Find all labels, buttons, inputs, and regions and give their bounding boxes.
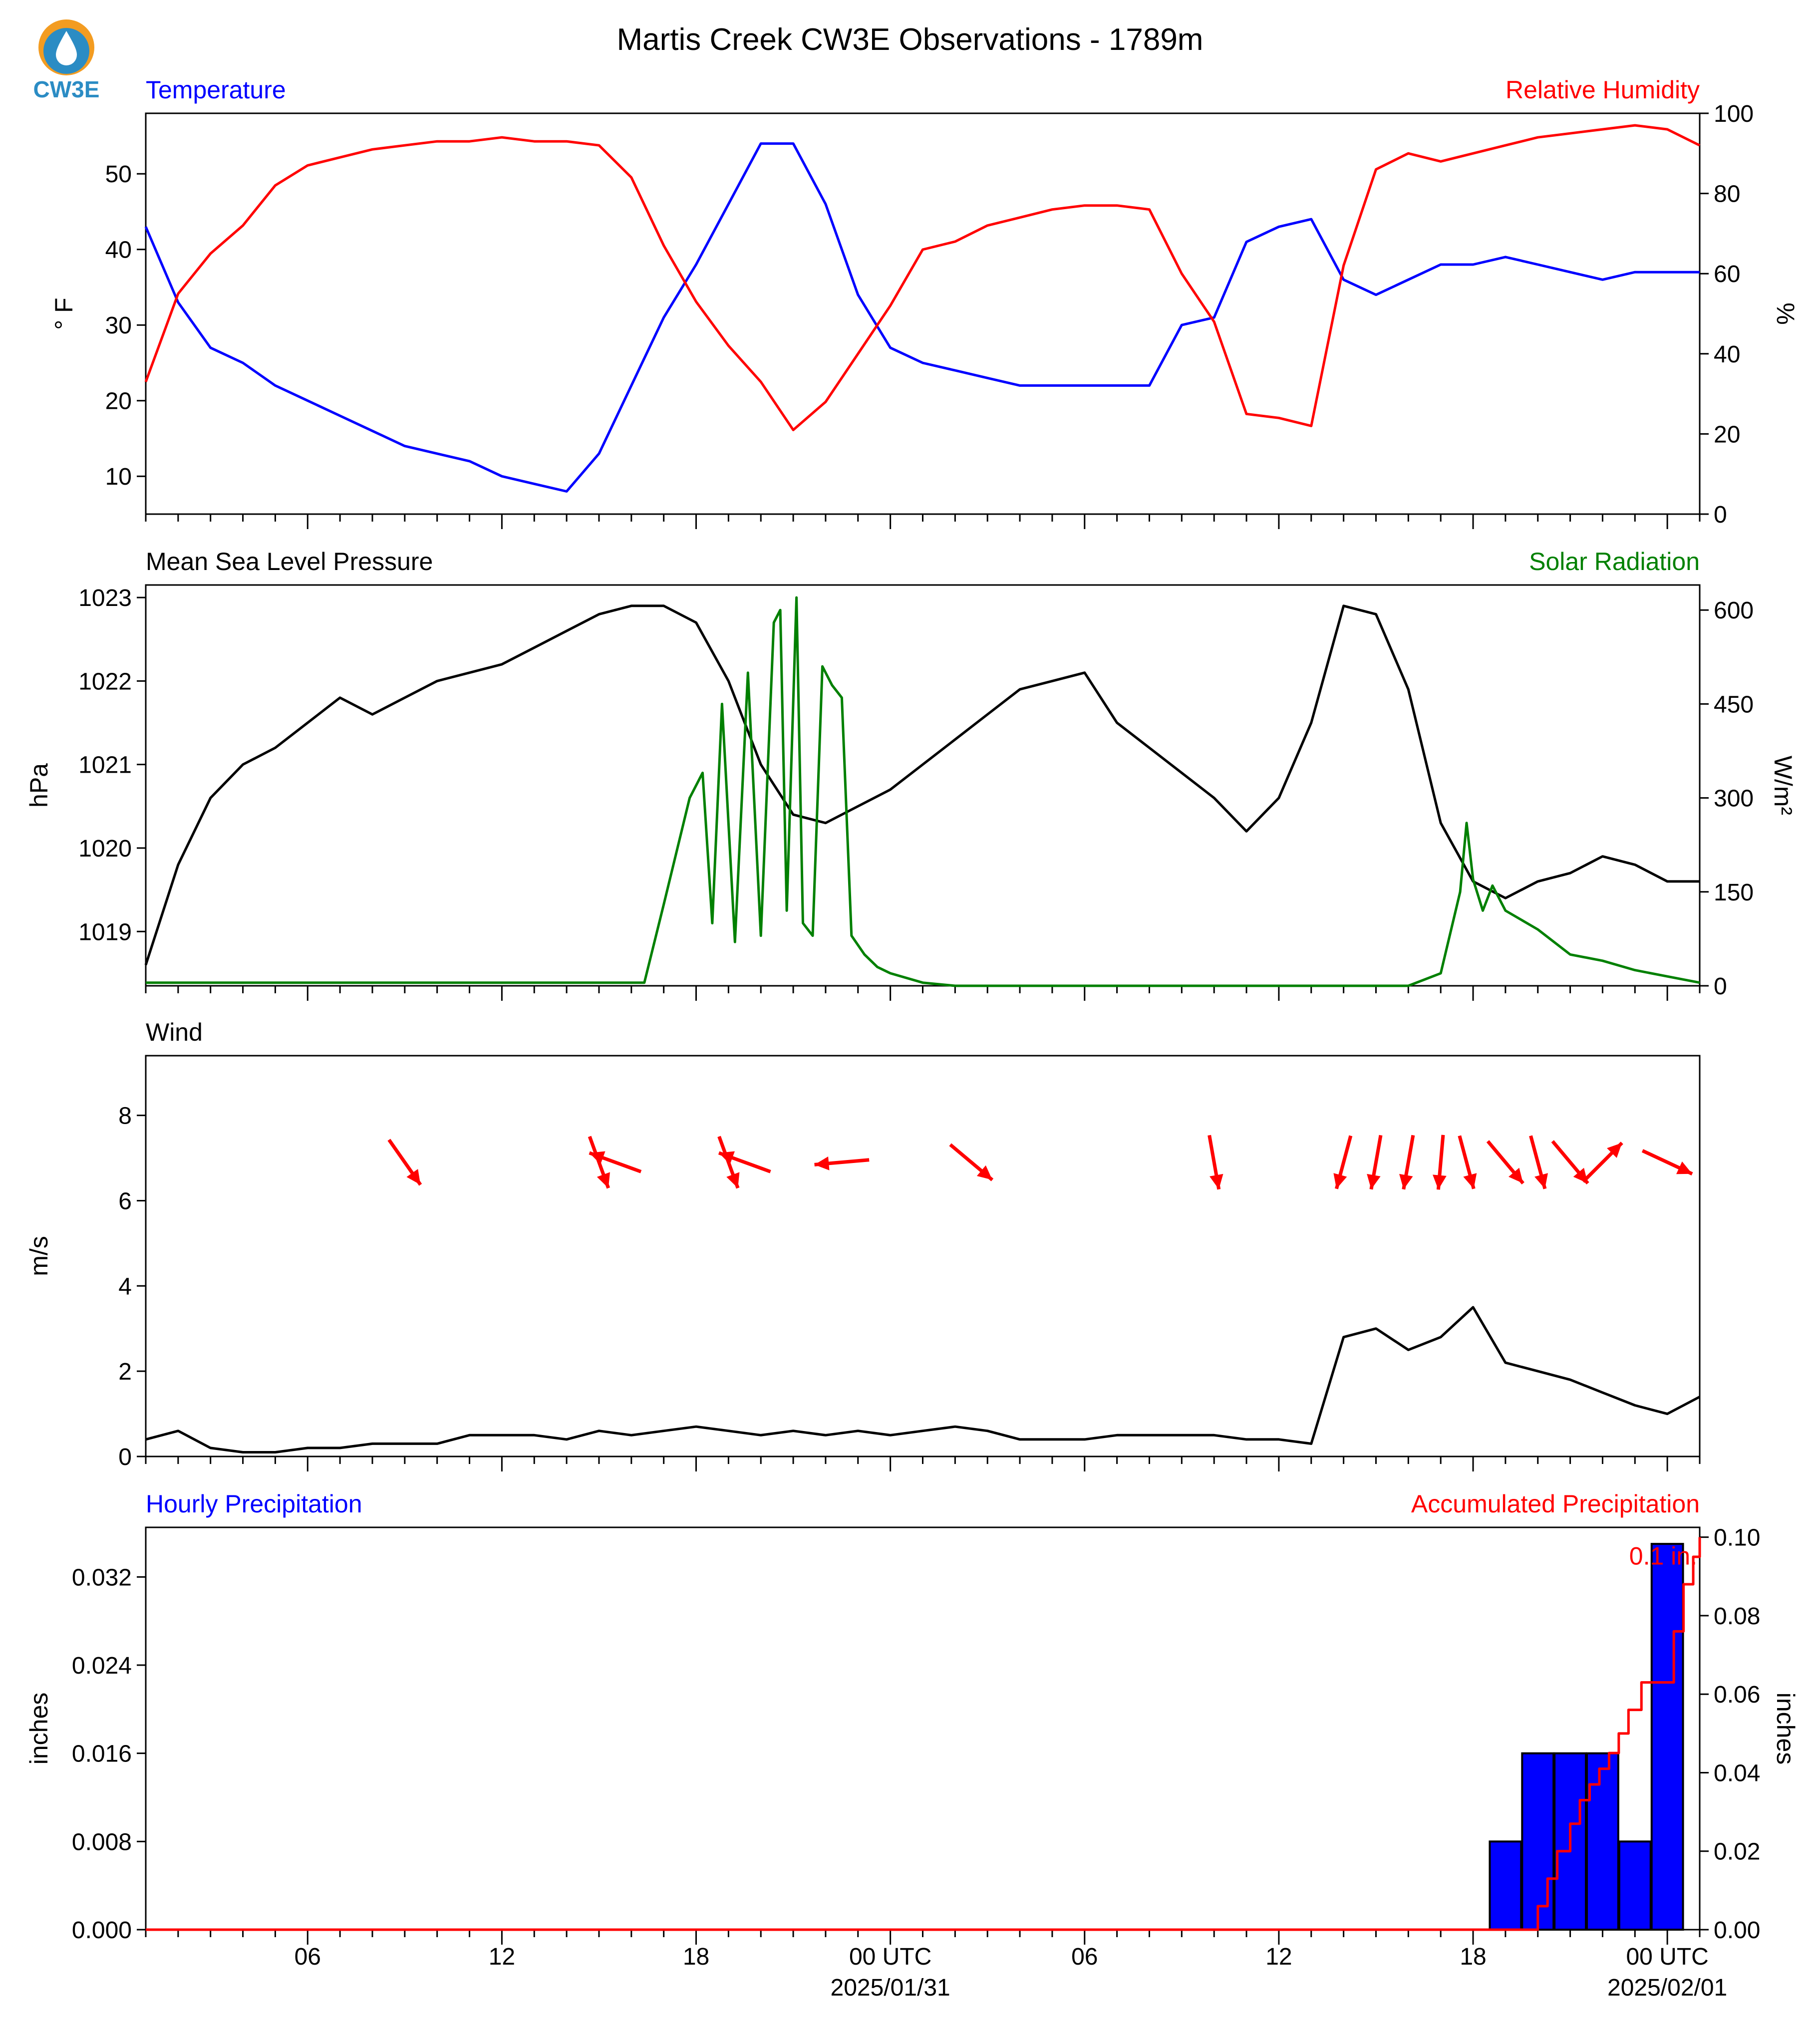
panel4-y2-tick-label: 0.10: [1714, 1525, 1760, 1551]
panel3-frame: [145, 1055, 1701, 1457]
panel2-ylabel-right: W/m²: [1769, 756, 1797, 815]
wind-arrow-head: [1399, 1173, 1413, 1189]
panel2-y2-tick-label: 300: [1714, 786, 1754, 812]
panel4-title-left: Hourly Precipitation: [146, 1490, 362, 1518]
panel1-title-right: Relative Humidity: [1506, 76, 1700, 104]
wind-arrow-head: [726, 1172, 740, 1188]
wind-arrow-head: [719, 1151, 735, 1164]
accumulated-annotation: 0.1 in.: [1629, 1542, 1697, 1570]
panel3-y-tick-label: 8: [118, 1103, 132, 1130]
precip-bar: [1586, 1752, 1619, 1931]
panel4-ylabel-left: inches: [25, 1693, 53, 1765]
panel2-y-tick-label: 1021: [78, 752, 132, 779]
panel1-frame: [145, 112, 1701, 515]
x-date-label: 2025/01/31: [831, 1975, 950, 2001]
panel2-title-right: Solar Radiation: [1529, 548, 1700, 576]
panel3-title-left: Wind: [146, 1018, 203, 1046]
wind-arrow-head: [814, 1156, 830, 1170]
panel3-y-tick-label: 2: [118, 1359, 132, 1385]
panel1-y2-tick-label: 40: [1714, 341, 1740, 368]
panel4-y2-tick-label: 0.06: [1714, 1682, 1760, 1708]
wind-arrow-head: [1676, 1161, 1692, 1174]
panel2-ylabel-left: hPa: [25, 763, 53, 808]
panel4-frame: [145, 1526, 1701, 1931]
panel4-ylabel-right: inches: [1772, 1693, 1800, 1765]
precip-bar: [1650, 1543, 1684, 1931]
wind-arrow-head: [1509, 1167, 1523, 1183]
panel3-y-tick-label: 4: [118, 1273, 132, 1300]
precip-bar: [1489, 1840, 1522, 1931]
panel1-y2-tick-label: 0: [1714, 502, 1727, 528]
x-tick-label: 00 UTC: [1626, 1944, 1708, 1970]
panel1-y-tick-label: 30: [105, 312, 132, 339]
panel2-y-tick-label: 1020: [78, 836, 132, 862]
panel1-y2-tick-label: 20: [1714, 421, 1740, 448]
precip-bar: [1618, 1840, 1652, 1931]
panel4-y-tick-label: 0.000: [72, 1917, 132, 1944]
wind-arrow-head: [1333, 1173, 1347, 1189]
panel4-y-tick-label: 0.008: [72, 1829, 132, 1855]
x-tick-label: 18: [1460, 1944, 1486, 1970]
panel1-y-tick-label: 20: [105, 388, 132, 415]
panel2-frame: [145, 584, 1701, 987]
panel4-y2-tick-label: 0.08: [1714, 1603, 1760, 1630]
cw3e-logo: CW3E: [33, 19, 100, 102]
x-tick-label: 06: [295, 1944, 321, 1970]
series-line-relative-humidity: [144, 124, 1701, 431]
panel4-y-tick-label: 0.032: [72, 1564, 132, 1591]
panel2-y2-tick-label: 0: [1714, 973, 1727, 1000]
panel4-y-tick-label: 0.024: [72, 1653, 132, 1679]
panel1-ylabel-left: ° F: [50, 297, 78, 329]
x-tick-label: 18: [683, 1944, 709, 1970]
panel1-ylabel-right: %: [1772, 302, 1800, 324]
panel2-y2-tick-label: 450: [1714, 691, 1754, 718]
x-date-label: 2025/02/01: [1607, 1975, 1727, 2001]
panel4-title-right: Accumulated Precipitation: [1411, 1490, 1700, 1518]
wind-arrow-head: [1607, 1143, 1622, 1158]
precip-bar: [1521, 1752, 1555, 1931]
panel1-y-tick-label: 40: [105, 237, 132, 264]
panel3-ylabel-left: m/s: [25, 1236, 53, 1276]
x-tick-label: 06: [1071, 1944, 1098, 1970]
panel4-y2-tick-label: 0.00: [1714, 1917, 1760, 1944]
series-line-accumulated-precipitation: [146, 1537, 1701, 1931]
wind-arrow-head: [1433, 1174, 1447, 1190]
panel3-y-tick-label: 6: [118, 1188, 132, 1214]
wind-arrow-head: [1367, 1173, 1381, 1189]
wind-arrow-head: [406, 1169, 421, 1185]
panel4-y2-tick-label: 0.04: [1714, 1760, 1760, 1786]
panel2-title-left: Mean Sea Level Pressure: [146, 548, 433, 576]
panel1-y2-tick-label: 100: [1714, 101, 1754, 127]
panel3-y-tick-label: 0: [118, 1444, 132, 1470]
series-line-wind-speed: [145, 1306, 1701, 1453]
wind-arrow-head: [1463, 1173, 1477, 1189]
wind-arrow-head: [1534, 1173, 1548, 1189]
chart-title: Martis Creek CW3E Observations - 1789m: [617, 22, 1204, 57]
wind-arrow-head: [597, 1172, 610, 1188]
panel2-y2-tick-label: 600: [1714, 597, 1754, 624]
x-tick-label: 12: [1265, 1944, 1292, 1970]
panel1-y2-tick-label: 60: [1714, 261, 1740, 288]
panel1-y-tick-label: 50: [105, 161, 132, 188]
panel2-y2-tick-label: 150: [1714, 879, 1754, 906]
wind-arrow-head: [1210, 1173, 1223, 1189]
panel1-y-tick-label: 10: [105, 464, 132, 490]
wind-arrow-head: [976, 1165, 992, 1180]
logo-text: CW3E: [33, 76, 100, 102]
panel2-y-tick-label: 1022: [78, 668, 132, 695]
panel4-y2-tick-label: 0.02: [1714, 1839, 1760, 1865]
series-line-solar-radiation: [146, 596, 1700, 987]
logo-drop-icon: [56, 31, 77, 65]
x-tick-label: 00 UTC: [849, 1944, 931, 1970]
wind-arrow-head: [589, 1151, 606, 1164]
panel2-y-tick-label: 1023: [78, 585, 132, 611]
panel1-title-left: Temperature: [146, 76, 286, 104]
x-tick-label: 12: [489, 1944, 515, 1970]
panel2-y-tick-label: 1019: [78, 919, 132, 945]
series-line-mean-sea-level-pressure: [144, 604, 1700, 965]
panel4-y-tick-label: 0.016: [72, 1741, 132, 1767]
panel1-y2-tick-label: 80: [1714, 181, 1740, 208]
series-line-temperature: [144, 142, 1700, 493]
